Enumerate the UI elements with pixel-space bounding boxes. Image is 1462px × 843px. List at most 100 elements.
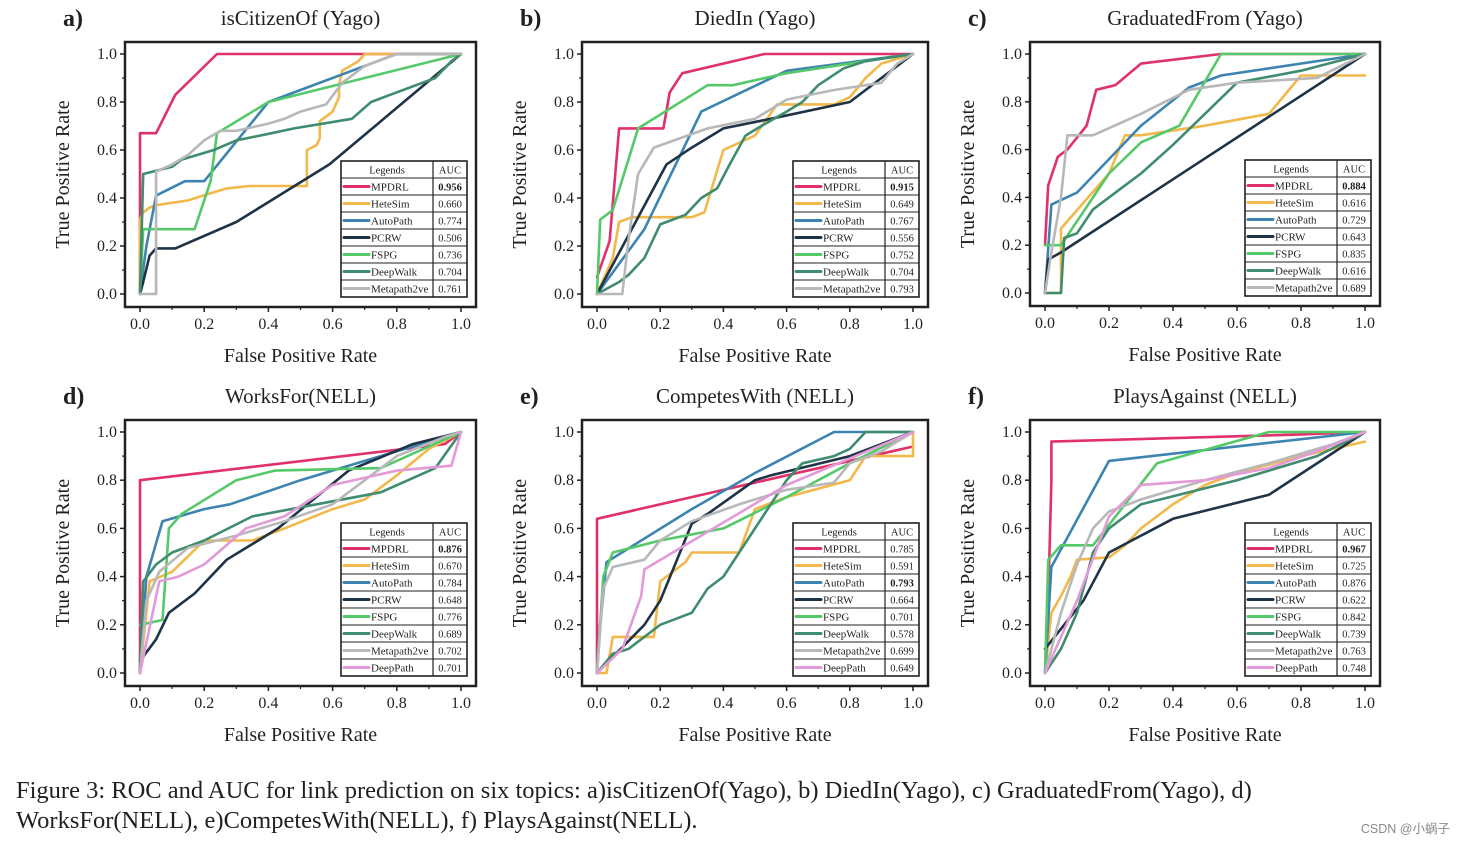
- legend-label: DeepWalk: [823, 267, 870, 279]
- legend-row: Metapath2ve 0.702: [342, 646, 462, 658]
- series-line-fspg: [138, 52, 463, 296]
- x-axis-label: False Positive Rate: [678, 724, 831, 746]
- legend-label: PCRW: [371, 233, 402, 245]
- y-tick-label: 0.0: [554, 286, 574, 303]
- series-line-metapath2ve: [138, 52, 463, 296]
- x-tick-label: 0.6: [1227, 695, 1247, 712]
- series-line-hetesim: [595, 52, 915, 296]
- y-axis-label: True Positive Rate: [52, 100, 74, 248]
- legend-auc-value: 0.774: [438, 217, 462, 228]
- x-tick-label: 1.0: [451, 695, 471, 712]
- y-tick-label: 0.8: [1002, 94, 1022, 111]
- legend-row: DeepWalk 0.616: [1246, 266, 1366, 278]
- legend-auc-value: 0.578: [890, 630, 914, 641]
- y-tick-label: 0.2: [1002, 237, 1022, 254]
- y-tick-label: 0.6: [97, 520, 117, 537]
- legend-auc-value: 0.622: [1342, 596, 1366, 607]
- chart-title: GraduatedFrom (Yago): [1107, 6, 1303, 30]
- legend-header-auc: AUC: [1343, 528, 1365, 539]
- x-tick-label: 0.4: [1163, 315, 1183, 332]
- legend-label: DeepWalk: [371, 267, 418, 279]
- legend-row: HeteSim 0.725: [1246, 561, 1366, 573]
- caption-line-2: WorksFor(NELL), e)CompetesWith(NELL), f)…: [16, 807, 698, 834]
- legend-auc-value: 0.689: [1342, 284, 1366, 295]
- legend-row: MPDRL 0.876: [342, 544, 462, 556]
- y-tick-label: 0.2: [97, 617, 117, 634]
- legend-row: Metapath2ve 0.689: [1246, 283, 1366, 295]
- series-line-metapath2ve: [1043, 430, 1367, 675]
- legend-label: PCRW: [823, 595, 854, 607]
- y-tick-label: 0.4: [554, 190, 574, 207]
- legend-auc-value: 0.748: [1342, 664, 1366, 675]
- legend-label: PCRW: [1275, 232, 1306, 244]
- x-tick-label: 0.8: [387, 316, 407, 333]
- y-tick-label: 1.0: [554, 424, 574, 441]
- legend-table: Legends AUC MPDRL 0.785 HeteSim 0.591 AutoPath…: [792, 522, 920, 677]
- x-tick-label: 0.6: [323, 695, 343, 712]
- series-line-autopath: [595, 52, 915, 296]
- legend-row: Metapath2ve 0.699: [794, 646, 914, 658]
- legend-row: FSPG 0.736: [342, 250, 462, 262]
- x-tick-label: 0.8: [840, 316, 860, 333]
- legend-label: Metapath2ve: [823, 284, 881, 296]
- legend-header-auc: AUC: [891, 528, 913, 539]
- legend-auc-value: 0.616: [1342, 267, 1366, 278]
- legend-row: DeepWalk 0.739: [1246, 629, 1366, 641]
- legend-auc-value: 0.506: [438, 234, 462, 245]
- legend-label: MPDRL: [823, 544, 861, 556]
- legend-label: MPDRL: [1275, 181, 1313, 193]
- legend-auc-value: 0.884: [1342, 182, 1366, 193]
- legend-header-name: Legends: [369, 166, 405, 177]
- chart-panel-d: d) WorksFor(NELL) 0.0 0.2 0.4 0.6 0.8 1.0 0.0 0.2…: [52, 384, 478, 746]
- x-axis-label: False Positive Rate: [1128, 344, 1281, 366]
- legend-label: FSPG: [1275, 612, 1301, 624]
- legend-label: MPDRL: [1275, 544, 1313, 556]
- series-line-deepwalk: [1043, 430, 1367, 675]
- y-tick-label: 0.6: [554, 520, 574, 537]
- series-line-autopath: [1043, 52, 1367, 295]
- legend-auc-value: 0.915: [890, 183, 914, 194]
- x-tick-label: 0.8: [1291, 695, 1311, 712]
- series-line-deeppath: [595, 430, 915, 675]
- series-line-pcrw: [138, 52, 463, 296]
- x-tick-label: 0.2: [1099, 315, 1119, 332]
- y-tick-label: 0.8: [97, 94, 117, 111]
- panel-label: e): [520, 384, 539, 410]
- legend-auc-value: 0.648: [438, 596, 462, 607]
- legend-label: DeepPath: [1275, 663, 1318, 675]
- legend-auc-value: 0.729: [1342, 216, 1366, 227]
- x-tick-label: 0.0: [130, 316, 150, 333]
- legend-label: DeepWalk: [1275, 629, 1322, 641]
- legend-label: DeepWalk: [1275, 266, 1322, 278]
- legend-row: HeteSim 0.649: [794, 199, 914, 211]
- x-tick-label: 0.8: [840, 695, 860, 712]
- y-tick-label: 0.8: [554, 94, 574, 111]
- series-line-autopath: [1043, 430, 1367, 675]
- legend-auc-value: 0.556: [890, 234, 914, 245]
- legend-label: DeepPath: [371, 663, 414, 675]
- watermark: CSDN @小蜗子: [1360, 822, 1450, 836]
- legend-table: Legends AUC MPDRL 0.915 HeteSim 0.649 AutoPath…: [792, 160, 920, 298]
- legend-row: DeepWalk 0.578: [794, 629, 914, 641]
- series-line-metapath2ve: [595, 430, 915, 675]
- legend-header-name: Legends: [1273, 165, 1309, 176]
- legend-label: Metapath2ve: [1275, 646, 1333, 658]
- chart-title: CompetesWith (NELL): [656, 384, 854, 408]
- legend-auc-value: 0.660: [438, 200, 462, 211]
- legend-auc-value: 0.701: [890, 613, 914, 624]
- panel-label: c): [968, 6, 987, 32]
- y-axis-label: True Positive Rate: [957, 479, 979, 627]
- legend-label: HeteSim: [823, 561, 862, 573]
- legend-row: AutoPath 0.876: [1246, 578, 1366, 590]
- legend-row: PCRW 0.506: [342, 233, 462, 245]
- y-tick-label: 1.0: [554, 46, 574, 63]
- legend-auc-value: 0.704: [438, 268, 462, 279]
- legend-auc-value: 0.643: [1342, 233, 1366, 244]
- legend-label: Metapath2ve: [371, 646, 429, 658]
- legend-row: MPDRL 0.785: [794, 544, 914, 556]
- series-lines: [138, 430, 463, 675]
- x-tick-label: 0.2: [650, 695, 670, 712]
- legend-table: Legends AUC MPDRL 0.876 HeteSim 0.670 AutoPath…: [340, 522, 468, 677]
- legend-auc-value: 0.702: [438, 647, 462, 658]
